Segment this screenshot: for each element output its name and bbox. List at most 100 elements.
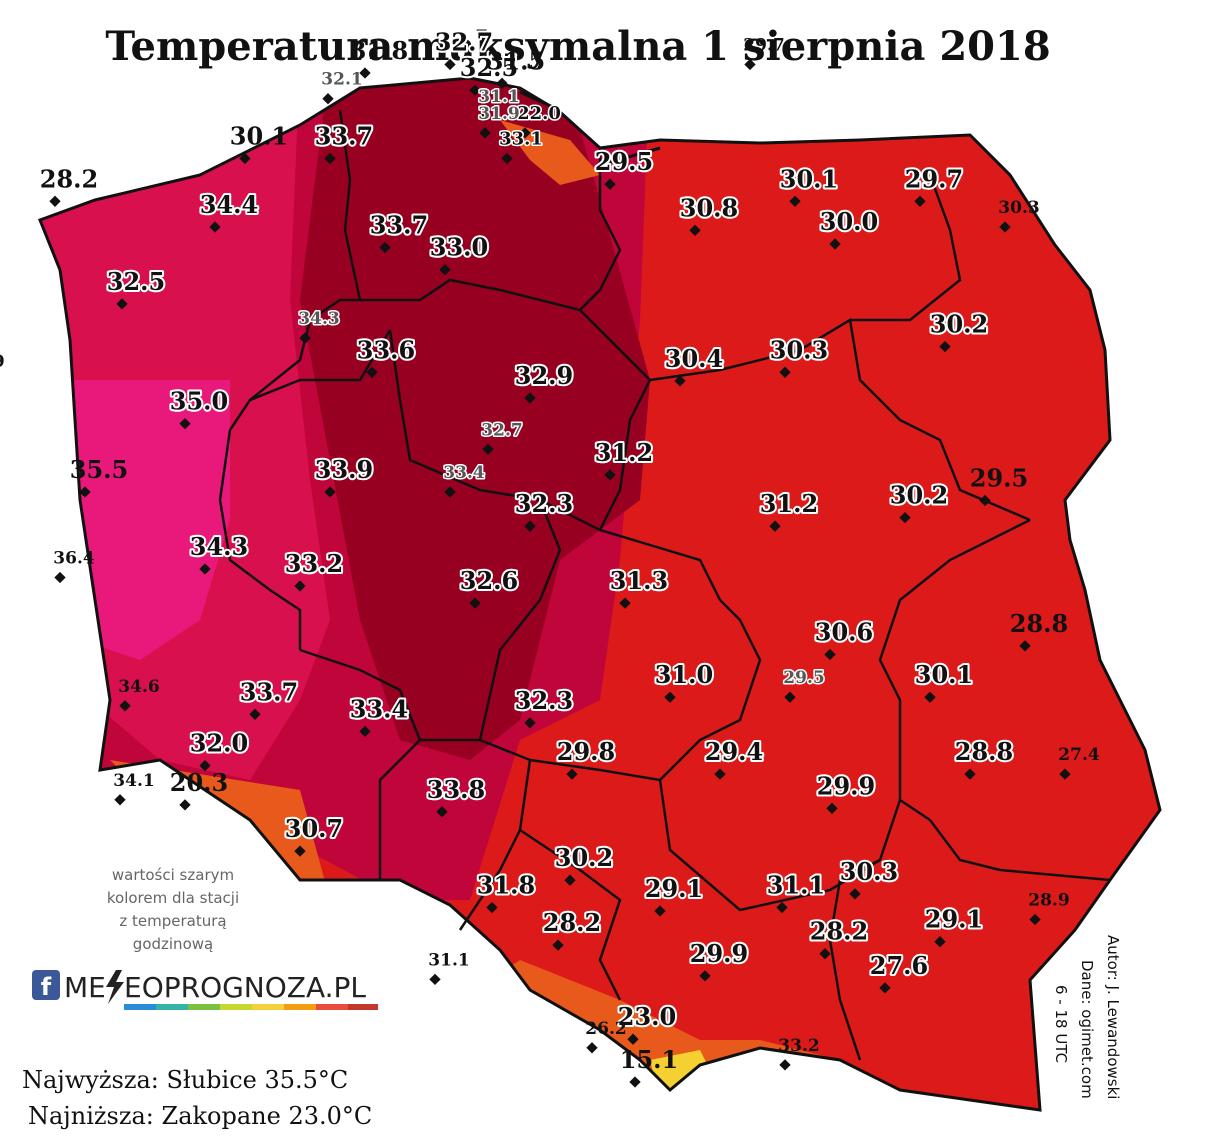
note-line-4: godzinową bbox=[133, 935, 213, 953]
station-marker bbox=[54, 571, 66, 584]
border-lodz-south bbox=[478, 499, 562, 741]
station: 28.2 bbox=[40, 164, 98, 207]
station-value: 20.3 bbox=[170, 768, 228, 797]
border-wmaz-podl bbox=[850, 174, 962, 322]
station-marker bbox=[199, 759, 211, 772]
station: 35.0 bbox=[168, 385, 230, 430]
station: 33.2 bbox=[778, 1036, 820, 1071]
station-value: 28.2 bbox=[40, 164, 98, 193]
country-border bbox=[38, 76, 1162, 1112]
station-value: 33.4 bbox=[443, 463, 485, 483]
station-value: 31.2 bbox=[760, 489, 818, 518]
station-value: 28.8 bbox=[955, 737, 1013, 766]
logo-color-strip bbox=[124, 1004, 378, 1010]
station: 33.0 bbox=[428, 231, 490, 276]
station: 30.1 bbox=[230, 122, 288, 165]
meteoprognoza-logo[interactable]: f ME EOPROGNOZA.PL bbox=[32, 970, 378, 1010]
facebook-icon[interactable] bbox=[32, 970, 60, 1000]
station-marker bbox=[439, 264, 451, 276]
station: 32.7 bbox=[433, 26, 495, 71]
station-value: 29.5 bbox=[783, 668, 824, 688]
station-value: 31.1 bbox=[428, 950, 469, 970]
hel-peninsula bbox=[519, 90, 556, 110]
station-marker bbox=[769, 520, 781, 532]
station-value: 29.7 bbox=[743, 36, 784, 56]
station: 34.1 bbox=[113, 771, 155, 806]
station: 32.0 bbox=[188, 727, 250, 772]
station-marker bbox=[604, 469, 616, 481]
station-value: 32.9 bbox=[515, 361, 573, 390]
station-marker bbox=[619, 597, 631, 609]
station-value: 32.3 bbox=[515, 489, 573, 518]
station-marker bbox=[604, 178, 616, 190]
station-value: 33.4 bbox=[350, 694, 408, 723]
station-value: 33.7 bbox=[370, 211, 428, 240]
station: 34.4 bbox=[198, 188, 260, 233]
station-value: 29.8 bbox=[557, 737, 615, 766]
grey-station-note: wartości szarym kolorem dla stacji z tem… bbox=[107, 866, 239, 953]
station-value: 31.1 bbox=[767, 871, 825, 900]
station: 31.1 bbox=[428, 950, 470, 986]
station-value: 29.4 bbox=[705, 737, 763, 766]
station-marker bbox=[294, 845, 306, 857]
station-value: 30.2 bbox=[930, 310, 988, 339]
station-marker bbox=[784, 691, 796, 703]
station-value: 34.3 bbox=[298, 309, 339, 329]
station-marker bbox=[664, 691, 676, 703]
station-marker bbox=[501, 152, 513, 165]
station: 33.8 bbox=[425, 773, 487, 818]
station-value: 31.8 bbox=[350, 36, 408, 65]
highest-temperature: Najwyższa: Słubice 35.5°C bbox=[22, 1066, 348, 1094]
station-marker bbox=[239, 152, 251, 165]
station-value: 31.9 bbox=[0, 352, 5, 372]
note-line-1: wartości szarym bbox=[112, 866, 234, 884]
facebook-icon-glyph: f bbox=[41, 973, 52, 1001]
station-marker bbox=[366, 366, 378, 378]
station: 33.7 bbox=[313, 120, 375, 165]
station-marker bbox=[776, 901, 788, 914]
station-value: 29.9 bbox=[690, 939, 748, 968]
station-marker bbox=[49, 195, 61, 207]
station-marker bbox=[829, 238, 841, 250]
station: 34.3 bbox=[188, 530, 250, 575]
station: 32.6 bbox=[458, 564, 520, 609]
station: 30.8 bbox=[678, 191, 740, 237]
station: 34.6 bbox=[118, 677, 160, 712]
station-marker bbox=[939, 340, 951, 353]
note-line-2: kolorem dla stacji bbox=[107, 889, 239, 907]
station-marker bbox=[359, 725, 371, 738]
station-value: 30.0 bbox=[820, 207, 878, 236]
station-value: 33.8 bbox=[427, 775, 485, 804]
station-value: 30.3 bbox=[840, 857, 898, 886]
station: 29.7 bbox=[743, 36, 785, 71]
station-value: 26.2 bbox=[585, 1019, 626, 1039]
station-marker bbox=[586, 1042, 598, 1054]
station-value: 32.1 bbox=[321, 70, 362, 90]
station-marker bbox=[689, 224, 701, 237]
border-swiet bbox=[529, 599, 762, 782]
station: 32.7 bbox=[480, 419, 524, 455]
station: 31.1 bbox=[765, 869, 827, 914]
station-marker bbox=[324, 152, 336, 165]
lowest-temperature: Najniższa: Zakopane 23.0°C bbox=[28, 1102, 372, 1130]
station-marker bbox=[179, 799, 191, 811]
station-value: 31.2 bbox=[595, 438, 653, 467]
station-value: 33.1 bbox=[499, 129, 543, 150]
station: 30.2 bbox=[553, 841, 615, 886]
station-value: 30.3 bbox=[770, 335, 828, 364]
station: 28.2 bbox=[541, 906, 603, 951]
station-marker bbox=[924, 691, 936, 703]
station: 33.4 bbox=[442, 462, 486, 498]
station-marker bbox=[627, 1033, 639, 1045]
station-value: 31.8 bbox=[477, 871, 535, 900]
station-marker bbox=[429, 973, 441, 986]
vistula-spit bbox=[599, 146, 661, 167]
station: 28.8 bbox=[953, 735, 1015, 780]
station: 29.5 bbox=[782, 667, 826, 703]
station-value: 27.4 bbox=[1058, 745, 1100, 765]
station: 31.2 bbox=[593, 436, 655, 481]
border-malop-swiet bbox=[658, 779, 902, 912]
station: 33.9 bbox=[313, 453, 375, 498]
station-value: 30.6 bbox=[815, 618, 873, 647]
station: 34.3 bbox=[297, 308, 341, 344]
